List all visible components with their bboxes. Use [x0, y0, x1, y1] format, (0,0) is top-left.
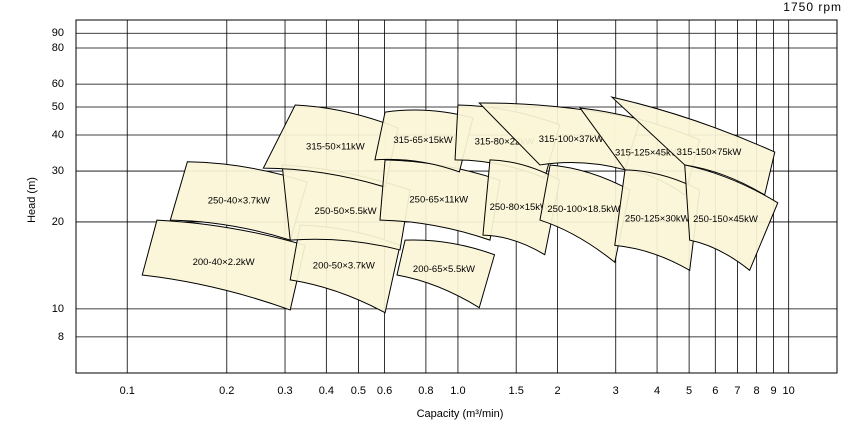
region-label: 315-65×15kW — [393, 135, 452, 146]
y-tick-label: 50 — [52, 101, 64, 113]
x-tick-label: 0.4 — [319, 385, 334, 397]
x-tick-label: 5 — [686, 385, 692, 397]
x-tick-label: 0.3 — [277, 385, 292, 397]
y-axis-label: Head (m) — [26, 177, 38, 223]
region — [614, 169, 701, 272]
x-tick-label: 0.6 — [377, 385, 392, 397]
plot-frame — [75, 19, 838, 374]
region — [482, 159, 561, 256]
subtitle: 1750 rpm — [783, 0, 842, 14]
x-tick-label: 6 — [712, 385, 718, 397]
region — [374, 109, 474, 173]
region-label: 200-40×2.2kW — [193, 257, 255, 268]
region-label: 250-150×45kW — [693, 214, 758, 225]
region — [141, 219, 306, 311]
x-tick-label: 4 — [654, 385, 660, 397]
region-label: 315-50×11kW — [306, 142, 365, 153]
x-tick-label: 1.5 — [509, 385, 524, 397]
x-tick-label: 10 — [783, 385, 795, 397]
y-tick-label: 8 — [58, 331, 64, 343]
region — [396, 239, 496, 309]
x-tick-label: 2 — [554, 385, 560, 397]
x-tick-label: 0.2 — [219, 385, 234, 397]
x-tick-label: 1.0 — [450, 385, 465, 397]
x-tick-label: 0.1 — [120, 385, 135, 397]
region — [539, 164, 631, 264]
region-label: 250-50×5.5kW — [315, 206, 377, 217]
y-tick-label: 60 — [52, 78, 64, 90]
region-label: 315-125×45kW — [615, 148, 680, 159]
y-tick-label: 20 — [52, 216, 64, 228]
y-tick-label: 80 — [52, 42, 64, 54]
region-label: 250-40×3.7kW — [208, 196, 270, 207]
region-label: 200-65×5.5kW — [413, 264, 475, 275]
x-tick-label: 3 — [613, 385, 619, 397]
y-tick-label: 10 — [52, 303, 64, 315]
y-tick-label: 40 — [52, 129, 64, 141]
x-tick-label: 8 — [754, 385, 760, 397]
x-tick-label: 0.5 — [351, 385, 366, 397]
x-tick-label: 7 — [734, 385, 740, 397]
y-tick-label: 30 — [52, 165, 64, 177]
region-label: 250-100×18.5kW — [547, 204, 620, 215]
region-label: 200-50×3.7kW — [313, 260, 375, 271]
region-label: 315-100×37kW — [539, 134, 604, 145]
region-label: 315-80×22kW — [475, 136, 534, 147]
region — [684, 164, 779, 272]
region-label: 315-150×75kW — [677, 147, 742, 158]
x-axis-label: Capacity (m³/min) — [417, 408, 504, 420]
x-tick-label: 9 — [770, 385, 776, 397]
y-tick-label: 90 — [52, 27, 64, 39]
x-tick-label: 0.8 — [418, 385, 433, 397]
region-label: 250-125×30kW — [625, 213, 690, 224]
region — [610, 96, 776, 196]
region-label: 250-65×11kW — [409, 195, 468, 206]
region-label: 250-80×15kW — [490, 202, 549, 213]
